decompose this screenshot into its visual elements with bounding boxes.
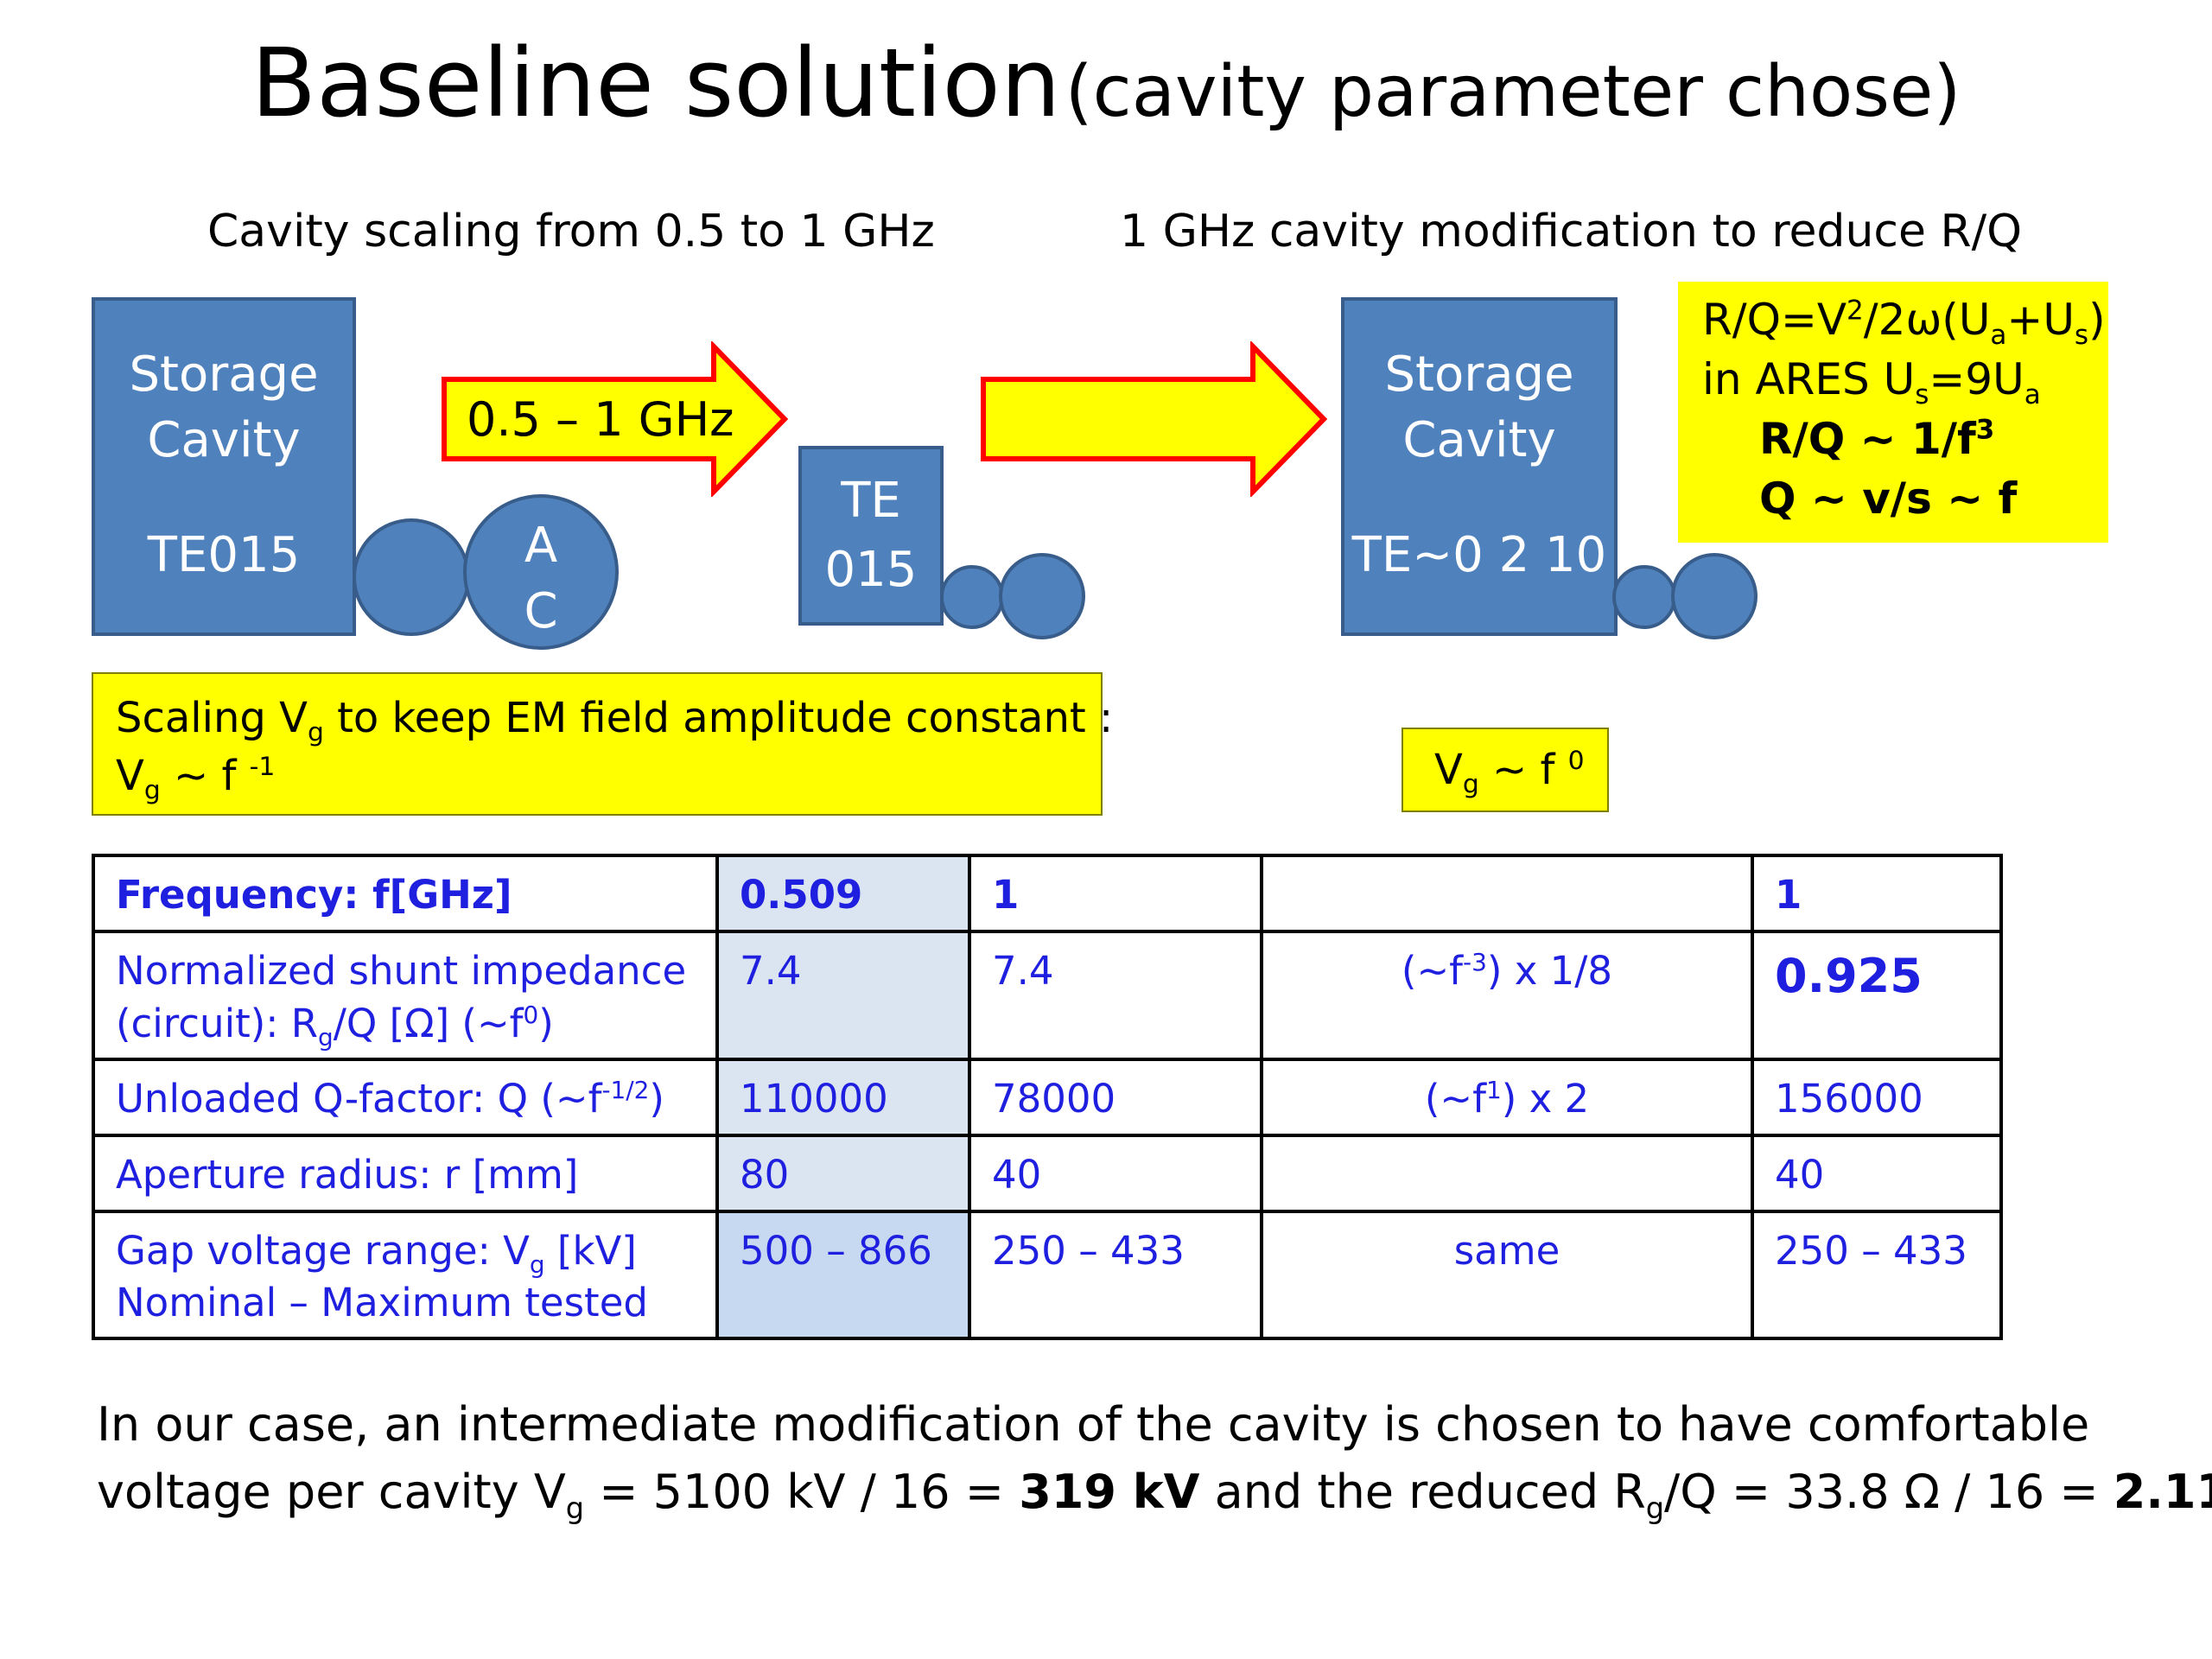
cell-value: 78000 [968,1057,1263,1137]
rq-line1: R/Q=V2/2ω(Ua+Us) [1702,295,2106,351]
cell-value: 0.509 [715,854,971,933]
ac-cavity-circle: A C [463,494,619,650]
cell-label: Normalized shunt impedance (circuit): Rg… [92,930,719,1061]
coupling-circle-3 [999,553,1085,639]
te-small-line1: TE [841,473,901,529]
cell-value: 250 – 433 [1751,1209,2003,1340]
cell-value: 40 [1751,1133,2003,1213]
subhead-left: Cavity scaling from 0.5 to 1 GHz [207,206,935,257]
cell-value: same [1260,1209,1754,1340]
table-row-q-factor: Unloaded Q-factor: Q (~f-1/2) 110000 780… [92,1057,2003,1137]
arrow-2-icon [981,341,1328,497]
cell-value: 7.4 [715,930,971,1061]
storage-cavity-1-line1: Storage [129,346,319,403]
conclusion-line2: voltage per cavity Vg = 5100 kV / 16 = 3… [97,1465,2212,1526]
subhead-right: 1 GHz cavity modification to reduce R/Q [1120,206,2023,257]
cell-value: 40 [968,1133,1263,1213]
scaling-line2: Vg ~ f -1 [116,752,276,806]
coupling-circle-5 [1671,553,1758,639]
coupling-circle-4 [1612,565,1676,629]
storage-cavity-2-line1: Storage [1384,346,1574,403]
title-sub: (cavity parameter chose) [1065,51,1961,133]
storage-cavity-2-mode: TE~0 2 10 [1351,527,1607,584]
cell-label: Unloaded Q-factor: Q (~f-1/2) [92,1057,719,1137]
table-row-aperture: Aperture radius: r [mm] 80 40 40 [92,1133,2003,1213]
cell-value: (~f-3) x 1/8 [1260,930,1754,1061]
cell-label: Frequency: f[GHz] [92,854,719,933]
table-row-gap-voltage: Gap voltage range: Vg [kV] Nominal – Max… [92,1209,2003,1340]
table-row-frequency: Frequency: f[GHz] 0.509 1 1 [92,854,2003,933]
storage-cavity-2: Storage Cavity TE~0 2 10 [1341,297,1618,636]
te-small-line2: 015 [824,541,918,598]
rq-line3: R/Q ~ 1/f3 [1759,414,1995,464]
cell-value: (~f1) x 2 [1260,1057,1754,1137]
cell-label: Gap voltage range: Vg [kV] Nominal – Max… [92,1209,719,1340]
cell-value [1260,854,1754,933]
conclusion-line1: In our case, an intermediate modificatio… [97,1397,2090,1452]
vg-constant-box: Vg ~ f 0 [1402,728,1609,812]
scaling-line1: Scaling Vg to keep EM field amplitude co… [116,694,1114,748]
cell-label: Aperture radius: r [mm] [92,1133,719,1213]
cell-value: 250 – 433 [968,1209,1263,1340]
scaling-note-box: Scaling Vg to keep EM field amplitude co… [92,672,1114,816]
cavity-parameter-table: Frequency: f[GHz] 0.509 1 1 Normalized s… [92,854,2003,1340]
storage-cavity-1-mode: TE015 [147,527,301,584]
cell-value: 1 [1751,854,2003,933]
slide-title: Baseline solution (cavity parameter chos… [0,26,2212,140]
cell-value: 500 – 866 [715,1209,971,1340]
rq-line4: Q ~ v/s ~ f [1759,474,2018,524]
title-main: Baseline solution [251,28,1061,138]
ac-line2: C [524,582,558,639]
cell-value: 80 [715,1133,971,1213]
cell-value [1260,1133,1754,1213]
ac-line1: A [524,518,558,574]
storage-cavity-2-line2: Cavity [1402,411,1556,468]
storage-cavity-1-line2: Cavity [147,411,301,468]
cell-value: 0.925 [1751,930,2003,1061]
te015-small-cavity: TE 015 [798,446,944,626]
rq-line2: in ARES Us=9Ua [1702,354,2041,410]
storage-cavity-1: Storage Cavity TE015 [92,297,356,636]
cell-value: 1 [968,854,1263,933]
arrow-1-label: 0.5 – 1 GHz [467,392,734,447]
conclusion-text: In our case, an intermediate modificatio… [97,1391,2212,1527]
cell-value: 110000 [715,1057,971,1137]
cell-value: 7.4 [968,930,1263,1061]
arrow-1-icon [442,341,789,497]
coupling-circle-2 [940,565,1004,629]
rq-formula-box: R/Q=V2/2ω(Ua+Us) in ARES Us=9Ua R/Q ~ 1/… [1678,282,2108,543]
cell-value: 156000 [1751,1057,2003,1137]
table-row-shunt-impedance: Normalized shunt impedance (circuit): Rg… [92,930,2003,1061]
coupling-circle-1 [353,518,470,636]
